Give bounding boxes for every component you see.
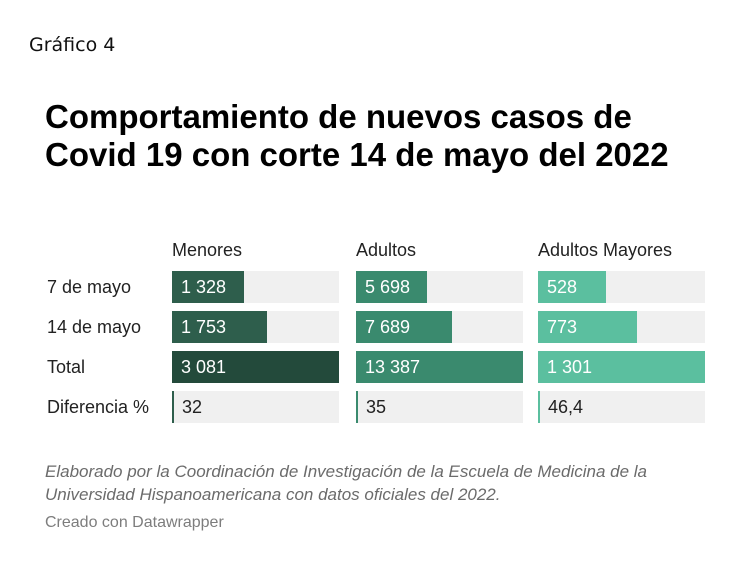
- column-header: Adultos: [356, 240, 417, 260]
- bar: [538, 271, 606, 303]
- table-cell: 773: [538, 311, 705, 343]
- bar: [356, 311, 452, 343]
- bar: [172, 391, 174, 423]
- row-label: 7 de mayo: [47, 277, 132, 297]
- bar: [172, 271, 244, 303]
- row-label: 14 de mayo: [47, 317, 142, 337]
- bar: [356, 391, 358, 423]
- bar: [172, 351, 339, 383]
- value-label: 1 328: [181, 277, 227, 297]
- bar: [538, 311, 637, 343]
- bar: [538, 351, 705, 383]
- table-cell: 1 753: [172, 311, 339, 343]
- table-cell: 1 301: [538, 351, 705, 383]
- chart-title: Comportamiento de nuevos casos de Covid …: [45, 98, 669, 173]
- row-label: Total: [47, 357, 86, 377]
- source-note: Elaborado por la Coordinación de Investi…: [45, 462, 647, 504]
- datawrapper-credit[interactable]: Creado con Datawrapper: [45, 514, 224, 531]
- value-label: 773: [547, 317, 578, 337]
- table-cell: 46,4: [538, 391, 705, 423]
- bar: [356, 351, 523, 383]
- table-cell: 35: [356, 391, 523, 423]
- bar: [538, 391, 540, 423]
- value-label: 7 689: [365, 317, 411, 337]
- table-cell: 1 328: [172, 271, 339, 303]
- value-label: 5 698: [365, 277, 411, 297]
- column-header: Menores: [172, 240, 243, 260]
- column-header: Adultos Mayores: [538, 240, 673, 260]
- value-label: 3 081: [181, 357, 227, 377]
- table-cell: 3 081: [172, 351, 339, 383]
- bar: [356, 271, 427, 303]
- value-label: 46,4: [548, 397, 584, 417]
- row-label: Diferencia %: [47, 397, 150, 417]
- table-cell: 13 387: [356, 351, 523, 383]
- table-cell: 528: [538, 271, 705, 303]
- value-label: 528: [547, 277, 578, 297]
- value-label: 35: [366, 397, 387, 417]
- table-cell: 32: [172, 391, 339, 423]
- table-cell: 7 689: [356, 311, 523, 343]
- value-label: 32: [182, 397, 203, 417]
- table-cell: 5 698: [356, 271, 523, 303]
- value-label: 13 387: [365, 357, 421, 377]
- bar: [172, 311, 267, 343]
- value-label: 1 753: [181, 317, 227, 337]
- chart-number-label: Gráfico 4: [29, 34, 116, 56]
- value-label: 1 301: [547, 357, 593, 377]
